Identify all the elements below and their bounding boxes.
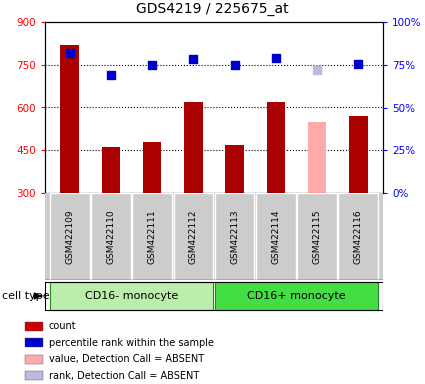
Point [355, 61, 362, 67]
Point [149, 62, 156, 68]
Point [314, 67, 320, 73]
Text: GSM422112: GSM422112 [189, 209, 198, 264]
Bar [338, 193, 378, 280]
Text: GSM422109: GSM422109 [65, 209, 74, 264]
Point [190, 56, 197, 62]
Bar [143, 142, 162, 193]
Text: count: count [48, 321, 76, 331]
Text: GSM422115: GSM422115 [312, 209, 322, 264]
Bar [50, 281, 213, 310]
Point [272, 55, 279, 61]
Bar [225, 145, 244, 193]
Bar [173, 193, 213, 280]
Text: GDS4219 / 225675_at: GDS4219 / 225675_at [136, 2, 289, 16]
Text: CD16- monocyte: CD16- monocyte [85, 291, 178, 301]
Bar [25, 322, 43, 331]
Bar [308, 122, 326, 193]
Bar [256, 193, 296, 280]
Text: value, Detection Call = ABSENT: value, Detection Call = ABSENT [48, 354, 204, 364]
Text: cell type: cell type [2, 291, 50, 301]
Bar [60, 45, 79, 193]
Bar [91, 193, 131, 280]
Text: GSM422113: GSM422113 [230, 209, 239, 264]
Bar [349, 116, 368, 193]
Bar [132, 193, 172, 280]
Text: GSM422111: GSM422111 [147, 209, 157, 264]
Bar [25, 355, 43, 364]
Text: GSM422116: GSM422116 [354, 209, 363, 264]
Text: GSM422110: GSM422110 [106, 209, 116, 264]
Point [66, 50, 73, 56]
Text: rank, Detection Call = ABSENT: rank, Detection Call = ABSENT [48, 371, 199, 381]
Bar [50, 193, 90, 280]
Bar [297, 193, 337, 280]
Bar [215, 281, 378, 310]
Bar [215, 193, 255, 280]
Bar [25, 338, 43, 347]
Text: percentile rank within the sample: percentile rank within the sample [48, 338, 214, 348]
Text: CD16+ monocyte: CD16+ monocyte [247, 291, 346, 301]
Bar [102, 147, 120, 193]
Bar [184, 103, 203, 193]
Point [231, 62, 238, 68]
Point [108, 72, 114, 78]
Text: GSM422114: GSM422114 [271, 209, 280, 264]
Bar [266, 103, 285, 193]
Bar [25, 371, 43, 380]
